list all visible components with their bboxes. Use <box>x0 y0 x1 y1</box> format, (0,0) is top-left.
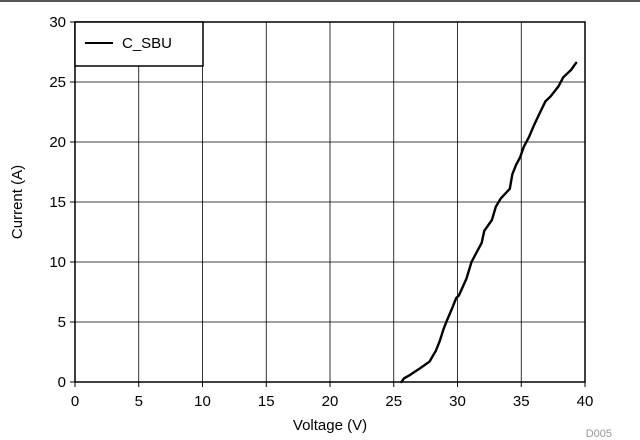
x-tick-label: 0 <box>71 393 79 410</box>
x-tick-label: 20 <box>322 393 339 410</box>
series-layer <box>400 61 578 384</box>
plot-frame <box>74 21 586 383</box>
y-tick-label: 10 <box>49 254 66 271</box>
x-tick-label: 15 <box>258 393 275 410</box>
y-tick-label: 30 <box>49 14 66 31</box>
y-axis-title: Current (A) <box>9 165 26 239</box>
y-tick-label: 5 <box>58 314 66 331</box>
legend-label: C_SBU <box>122 35 172 52</box>
x-tick-labels: 0 5 10 15 20 25 30 35 40 <box>71 393 594 410</box>
x-tick-label: 40 <box>577 393 594 410</box>
grid <box>70 21 586 387</box>
x-tick-label: 35 <box>513 393 530 410</box>
y-tick-label: 0 <box>58 374 66 391</box>
x-tick-label: 25 <box>385 393 402 410</box>
y-tick-label: 15 <box>49 194 66 211</box>
x-tick-label: 10 <box>194 393 211 410</box>
figure-code: D005 <box>586 428 612 440</box>
y-tick-label: 20 <box>49 134 66 151</box>
x-tick-label: 30 <box>449 393 466 410</box>
y-tick-label: 25 <box>49 74 66 91</box>
x-axis-title: Voltage (V) <box>293 417 367 434</box>
series-line-c-sbu <box>400 61 578 384</box>
x-tick-label: 5 <box>135 393 143 410</box>
y-tick-labels: 0 5 10 15 20 25 30 <box>49 14 66 391</box>
legend: C_SBU <box>74 21 204 67</box>
top-rule <box>0 0 640 2</box>
